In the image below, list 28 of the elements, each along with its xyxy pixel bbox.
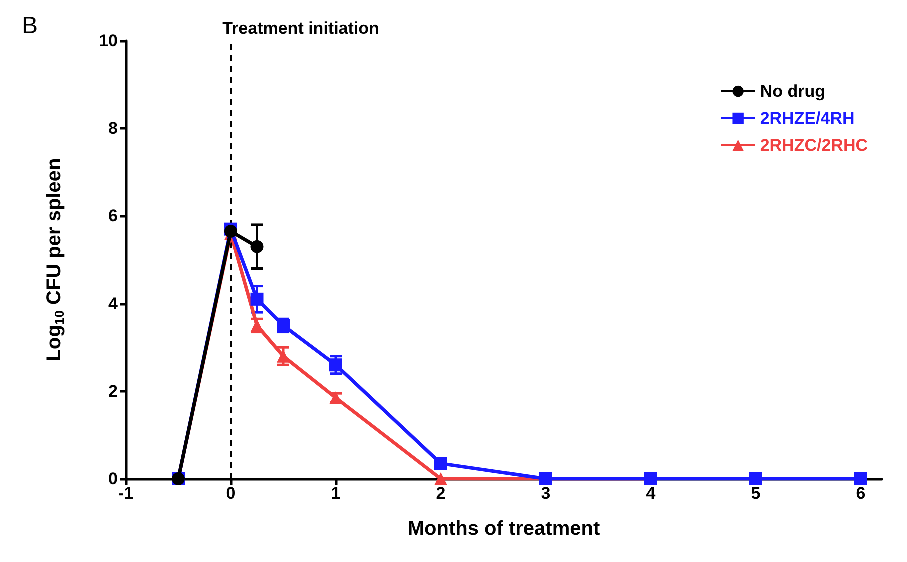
- point: [750, 472, 762, 486]
- ref-line-label: Treatment initiation: [222, 19, 380, 38]
- point: [250, 292, 264, 306]
- point: [250, 240, 264, 254]
- y-tick-label: 8: [108, 119, 118, 138]
- legend-label: 2RHZC/2RHC: [760, 136, 868, 155]
- y-tick-label: 0: [108, 470, 118, 488]
- y-tick-label: 6: [108, 206, 118, 226]
- point: [854, 472, 868, 486]
- legend-label: No drug: [760, 82, 826, 101]
- x-tick-label: 1: [331, 484, 341, 503]
- x-tick-label: 2: [436, 484, 446, 503]
- point: [330, 358, 342, 372]
- point: [434, 472, 448, 486]
- x-tick-label: 5: [751, 484, 761, 503]
- y-axis-title: Log10 CFU per spleen: [44, 158, 67, 362]
- x-tick-label: 3: [541, 484, 551, 503]
- x-axis-title: Months of treatment: [408, 518, 600, 540]
- y-tick-label: 2: [108, 382, 118, 401]
- x-tick-label: -1: [118, 484, 134, 503]
- legend-label: 2RHZE/4RH: [760, 109, 855, 128]
- text: B: [22, 12, 38, 40]
- x-tick-label: 6: [856, 484, 866, 503]
- y-tick-label: 4: [108, 294, 119, 314]
- x-tick-label: 4: [646, 484, 656, 503]
- point: [434, 457, 448, 470]
- y-tick-label: 10: [99, 32, 118, 50]
- x-tick-label: 0: [226, 484, 236, 503]
